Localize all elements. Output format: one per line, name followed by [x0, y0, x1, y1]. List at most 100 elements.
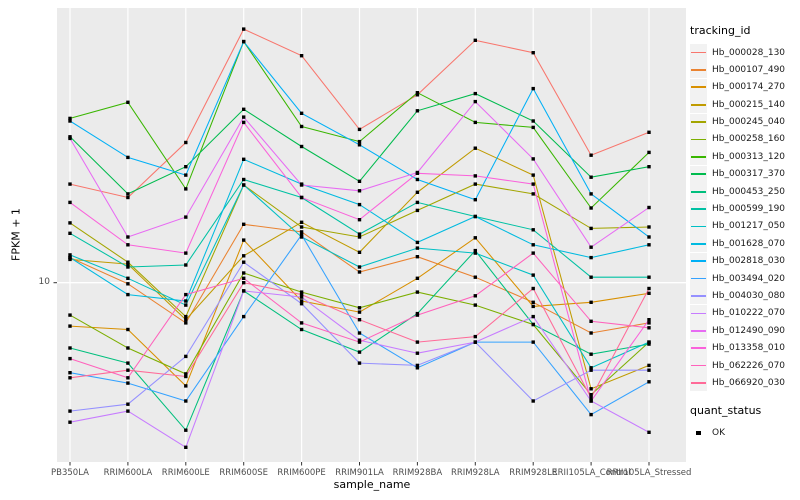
- data-point: [473, 182, 477, 186]
- data-point: [473, 340, 477, 344]
- data-point: [531, 322, 535, 327]
- legend-item-label: Hb_000453_250: [712, 186, 786, 197]
- data-point: [415, 276, 420, 280]
- data-point: [647, 130, 651, 134]
- data-point: [357, 350, 362, 354]
- legend-item-label: Hb_003494_020: [712, 273, 786, 284]
- x-tick-label: RRII105LA_Stressed: [607, 468, 692, 478]
- data-point: [473, 174, 477, 178]
- data-point: [126, 368, 130, 372]
- data-point: [531, 182, 535, 186]
- legend-item-label: Hb_001628_070: [712, 238, 786, 249]
- legend-item: Hb_012490_090: [690, 322, 800, 340]
- data-point: [647, 380, 651, 384]
- data-point: [473, 303, 477, 307]
- data-point: [531, 286, 535, 291]
- data-point: [415, 246, 420, 250]
- data-point: [299, 225, 304, 229]
- data-point: [589, 319, 593, 323]
- data-point: [531, 119, 535, 123]
- data-point: [589, 206, 593, 210]
- x-axis-title: sample_name: [333, 478, 411, 491]
- data-point: [299, 230, 304, 234]
- data-point: [589, 192, 593, 196]
- data-point: [473, 214, 477, 219]
- data-point: [68, 356, 72, 361]
- data-point: [126, 276, 130, 280]
- legend-key-line-icon: [690, 96, 707, 114]
- data-point: [357, 250, 362, 254]
- data-point: [415, 340, 420, 344]
- legend-key-line-icon: [690, 252, 707, 270]
- legend-item-label: Hb_000028_130: [712, 47, 786, 58]
- data-point: [299, 235, 304, 239]
- legend-key-line-icon: [690, 200, 707, 218]
- data-point: [184, 384, 188, 388]
- data-point: [184, 354, 188, 359]
- data-point: [415, 200, 420, 205]
- data-point: [647, 243, 651, 247]
- legend-item: Hb_000215_140: [690, 96, 800, 114]
- data-point: [415, 91, 420, 95]
- data-point: [531, 243, 535, 247]
- data-point: [415, 93, 420, 97]
- legend-key-line-icon: [690, 78, 707, 96]
- data-point: [473, 38, 477, 42]
- data-point: [184, 140, 188, 145]
- data-point: [68, 257, 72, 262]
- data-point: [68, 221, 72, 225]
- data-point: [531, 51, 535, 55]
- legend-item: Hb_000258_160: [690, 130, 800, 148]
- legend-item: Hb_001217_050: [690, 217, 800, 235]
- legend-key-line-icon: [690, 322, 707, 340]
- data-point: [299, 233, 304, 237]
- data-point: [184, 445, 188, 449]
- data-point: [299, 290, 304, 294]
- data-point: [531, 314, 535, 319]
- data-point: [299, 124, 304, 129]
- data-point: [473, 334, 477, 339]
- legend: tracking_id Hb_000028_130 Hb_000107_490 Hb…: [690, 24, 800, 442]
- legend-item: Hb_000599_190: [690, 200, 800, 218]
- legend-item-label: Hb_062226_070: [712, 360, 786, 371]
- data-point: [299, 299, 304, 303]
- legend-item: Hb_000313_120: [690, 148, 800, 166]
- data-point: [126, 243, 130, 247]
- data-point: [531, 192, 535, 196]
- legend-key-line-icon: [690, 61, 707, 79]
- data-point: [589, 366, 593, 370]
- data-point: [357, 331, 362, 335]
- data-point: [473, 275, 477, 279]
- data-point: [242, 260, 246, 264]
- data-point: [415, 363, 420, 368]
- data-point: [184, 173, 188, 177]
- data-point: [126, 381, 130, 385]
- data-point: [184, 299, 188, 303]
- data-point: [589, 393, 593, 397]
- data-point: [589, 226, 593, 231]
- data-point: [357, 265, 362, 269]
- axis-ticks: [53, 282, 650, 466]
- data-point: [68, 182, 72, 186]
- data-point: [531, 86, 535, 91]
- data-point: [531, 300, 535, 304]
- x-tick-label: RRIM928BA: [393, 468, 443, 478]
- data-point: [242, 281, 246, 285]
- data-point: [68, 409, 72, 413]
- data-point: [415, 171, 420, 175]
- data-point: [242, 27, 246, 31]
- data-point: [589, 412, 593, 417]
- legend-key-line-icon: [690, 165, 707, 183]
- data-point: [357, 310, 362, 314]
- data-point: [126, 282, 130, 286]
- data-point: [647, 326, 651, 330]
- data-point: [415, 366, 420, 370]
- data-point: [126, 376, 130, 380]
- data-point: [299, 111, 304, 115]
- data-point: [68, 420, 72, 424]
- data-point: [184, 399, 188, 403]
- data-point: [647, 150, 651, 155]
- data-point: [184, 372, 188, 376]
- data-point: [647, 318, 651, 322]
- data-point: [68, 116, 72, 121]
